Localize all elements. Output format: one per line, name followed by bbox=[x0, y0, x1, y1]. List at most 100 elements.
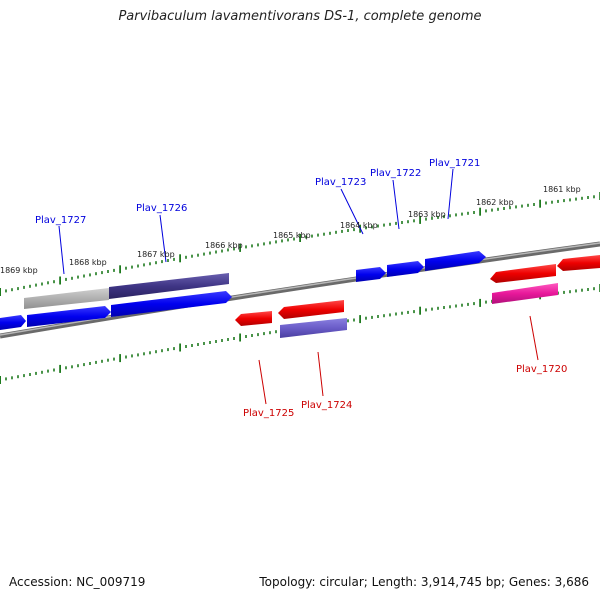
lower-scale-minor-tick bbox=[431, 307, 433, 311]
upper-scale-major-tick bbox=[239, 243, 241, 252]
gene-arrow-plav-1725[interactable] bbox=[235, 311, 272, 326]
gene-arrow-plav-1723[interactable] bbox=[356, 267, 386, 282]
gene-label-plav-1723[interactable]: Plav_1723 bbox=[315, 177, 366, 188]
upper-scale-major-tick bbox=[59, 276, 61, 285]
upper-scale-major-tick bbox=[0, 288, 1, 296]
gene-arrow-plav-1726[interactable] bbox=[111, 291, 232, 317]
upper-scale-minor-tick bbox=[497, 207, 499, 211]
lower-scale-minor-tick bbox=[143, 352, 145, 356]
leader-plav-1721 bbox=[447, 168, 454, 220]
lower-scale-minor-tick bbox=[563, 290, 565, 294]
upper-scale-major-tick bbox=[539, 199, 541, 208]
lower-scale-major-tick bbox=[179, 343, 181, 352]
gene-label-plav-1720[interactable]: Plav_1720 bbox=[516, 364, 567, 375]
gene-arrow-plav-1721[interactable] bbox=[425, 251, 486, 271]
upper-scale-minor-tick bbox=[395, 221, 397, 225]
upper-scale-minor-tick bbox=[143, 263, 145, 267]
tick-label-1862: 1862 kbp bbox=[476, 198, 514, 207]
upper-scale-minor-tick bbox=[101, 271, 103, 275]
lower-scale-minor-tick bbox=[11, 376, 13, 380]
upper-scale-minor-tick bbox=[95, 272, 97, 276]
upper-scale-minor-tick bbox=[155, 261, 157, 265]
upper-scale-minor-tick bbox=[269, 241, 271, 245]
upper-scale-minor-tick bbox=[203, 252, 205, 256]
lower-scale-minor-tick bbox=[587, 288, 589, 291]
lower-scale-minor-tick bbox=[455, 304, 457, 308]
leader-plav-1725 bbox=[258, 359, 267, 405]
upper-scale-minor-tick bbox=[443, 215, 445, 219]
upper-scale-minor-tick bbox=[575, 197, 577, 201]
leader-plav-1724 bbox=[317, 351, 324, 397]
upper-scale-minor-tick bbox=[527, 203, 529, 207]
upper-scale-minor-tick bbox=[425, 217, 427, 221]
gene-label-plav-1726[interactable]: Plav_1726 bbox=[136, 203, 187, 214]
lower-scale-minor-tick bbox=[149, 351, 151, 355]
lower-scale-minor-tick bbox=[227, 338, 229, 341]
upper-scale-minor-tick bbox=[173, 257, 175, 261]
lower-scale-minor-tick bbox=[23, 374, 25, 378]
lower-scale-minor-tick bbox=[251, 334, 253, 337]
lower-scale-minor-tick bbox=[377, 315, 379, 318]
lower-scale-minor-tick bbox=[473, 302, 475, 306]
lower-scale-minor-tick bbox=[407, 310, 409, 314]
upper-scale-minor-tick bbox=[89, 273, 91, 277]
upper-scale-minor-tick bbox=[467, 211, 469, 215]
gene-label-plav-1722[interactable]: Plav_1722 bbox=[370, 168, 421, 179]
gene-arrow-forward[interactable] bbox=[0, 315, 26, 330]
upper-scale-minor-tick bbox=[53, 280, 55, 284]
upper-scale-minor-tick bbox=[461, 212, 463, 216]
accession-text: Accession: NC_009719 bbox=[9, 575, 146, 589]
upper-scale-minor-tick bbox=[137, 264, 139, 268]
upper-scale-minor-tick bbox=[473, 211, 475, 214]
gene-arrow-pink[interactable] bbox=[492, 283, 558, 304]
upper-scale-minor-tick bbox=[551, 200, 553, 204]
lower-scale-minor-tick bbox=[461, 303, 463, 307]
genome-backbone bbox=[0, 241, 600, 339]
lower-scale-minor-tick bbox=[383, 314, 385, 318]
gene-arrow-plav-1719[interactable] bbox=[557, 255, 600, 271]
tick-label-1865: 1865 kbp bbox=[273, 231, 311, 240]
upper-scale-minor-tick bbox=[215, 250, 217, 254]
tick-label-1869: 1869 kbp bbox=[0, 266, 38, 275]
lower-scale-minor-tick bbox=[221, 339, 223, 342]
upper-scale-minor-tick bbox=[341, 229, 343, 233]
upper-scale-minor-tick bbox=[557, 199, 559, 203]
upper-scale-minor-tick bbox=[29, 284, 31, 288]
gene-label-plav-1721[interactable]: Plav_1721 bbox=[429, 158, 480, 169]
lower-scale-major-tick bbox=[419, 306, 421, 315]
leader-plav-1722 bbox=[392, 179, 400, 230]
lower-scale-minor-tick bbox=[65, 366, 67, 370]
gene-arrow-plav-1727[interactable] bbox=[27, 306, 111, 327]
upper-scale-minor-tick bbox=[233, 247, 235, 251]
upper-scale-minor-tick bbox=[569, 198, 571, 202]
upper-scale-minor-tick bbox=[209, 251, 211, 255]
lower-scale-minor-tick bbox=[5, 377, 7, 381]
upper-scale-major-tick bbox=[299, 234, 301, 242]
gene-arrow-plav-1722[interactable] bbox=[387, 261, 424, 277]
upper-scale-minor-tick bbox=[185, 255, 187, 259]
lower-scale-minor-tick bbox=[191, 344, 193, 347]
upper-scale-minor-tick bbox=[491, 208, 493, 212]
gene-label-plav-1724[interactable]: Plav_1724 bbox=[301, 400, 352, 411]
lower-scale-minor-tick bbox=[443, 306, 445, 309]
upper-scale-minor-tick bbox=[449, 214, 451, 218]
gene-label-plav-1725[interactable]: Plav_1725 bbox=[243, 408, 294, 419]
upper-scale-minor-tick bbox=[107, 270, 109, 273]
tick-label-1861: 1861 kbp bbox=[543, 185, 581, 194]
map-title: Parvibaculum lavamentivorans DS-1, compl… bbox=[118, 9, 482, 24]
leader-plav-1723 bbox=[340, 188, 364, 235]
upper-scale-minor-tick bbox=[293, 237, 295, 241]
lower-scale-major-tick bbox=[0, 376, 1, 384]
upper-scale-major-tick bbox=[479, 207, 481, 216]
upper-scale-minor-tick bbox=[251, 244, 253, 248]
lower-scale-minor-tick bbox=[263, 332, 265, 336]
upper-scale-minor-tick bbox=[311, 234, 313, 238]
gene-arrow-plav-1720[interactable] bbox=[490, 264, 556, 283]
upper-scale-minor-tick bbox=[47, 281, 49, 285]
gene-arrow-plav-1724[interactable] bbox=[278, 300, 344, 319]
upper-scale-minor-tick bbox=[353, 228, 355, 232]
lower-scale-minor-tick bbox=[89, 362, 91, 365]
lower-scale-minor-tick bbox=[347, 319, 349, 323]
gene-label-plav-1727[interactable]: Plav_1727 bbox=[35, 215, 86, 226]
